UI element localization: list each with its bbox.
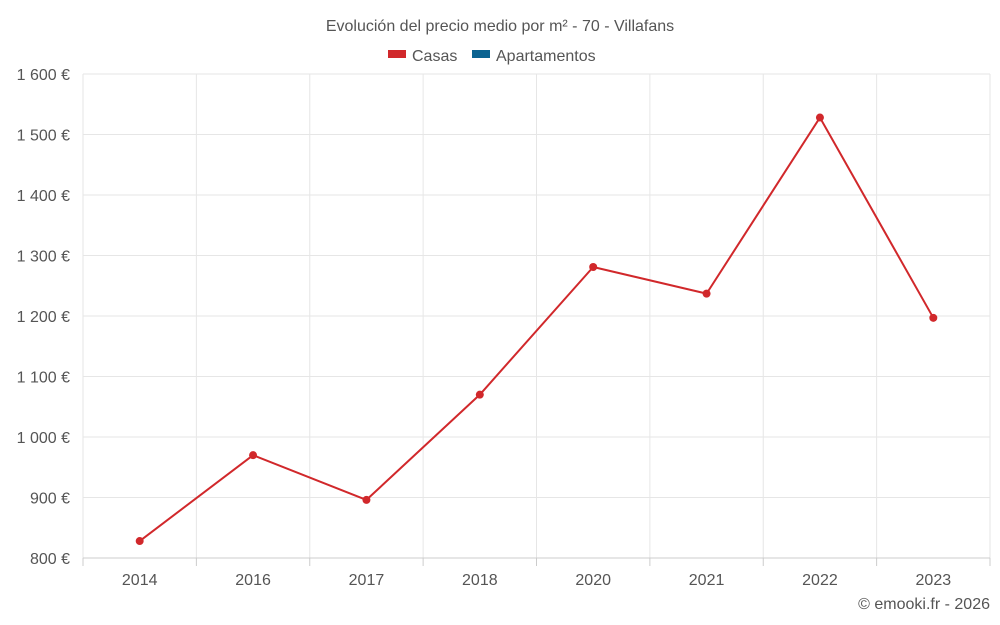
- data-point[interactable]: [475, 390, 484, 399]
- y-tick-label: 1 000 €: [17, 430, 70, 447]
- legend-swatch-apartamentos: [472, 50, 490, 58]
- y-tick-label: 1 500 €: [17, 128, 70, 145]
- data-point[interactable]: [929, 313, 938, 322]
- y-tick-label: 1 200 €: [17, 309, 70, 326]
- x-tick-label: 2021: [689, 572, 725, 589]
- data-point[interactable]: [249, 451, 258, 460]
- x-axis-ticks: 2014 2016 2017 2018 2020 2021 2022 2023: [122, 572, 951, 589]
- x-gridlines: [82, 74, 991, 566]
- y-tick-label: 900 €: [30, 491, 70, 508]
- legend-item-apartamentos[interactable]: Apartamentos: [472, 48, 596, 65]
- legend-swatch-casas: [388, 50, 406, 58]
- data-point[interactable]: [589, 262, 598, 271]
- legend: Casas Apartamentos: [388, 48, 596, 65]
- series-line-casas: [139, 116, 935, 542]
- x-tick-label: 2016: [235, 572, 271, 589]
- y-tick-label: 800 €: [30, 551, 70, 568]
- x-tick-label: 2022: [802, 572, 838, 589]
- x-tick-label: 2014: [122, 572, 158, 589]
- y-tick-label: 1 300 €: [17, 249, 70, 266]
- credit-text: © emooki.fr - 2026: [858, 596, 990, 613]
- data-point[interactable]: [815, 113, 824, 122]
- legend-label-apartamentos: Apartamentos: [496, 48, 596, 65]
- x-tick-label: 2020: [575, 572, 611, 589]
- y-tick-label: 1 100 €: [17, 370, 70, 387]
- x-tick-label: 2017: [349, 572, 385, 589]
- legend-item-casas[interactable]: Casas: [388, 48, 457, 65]
- legend-label-casas: Casas: [412, 48, 457, 65]
- x-tick-label: 2018: [462, 572, 498, 589]
- data-point[interactable]: [362, 495, 371, 504]
- y-tick-label: 1 600 €: [17, 67, 70, 84]
- x-tick-label: 2023: [916, 572, 952, 589]
- data-point[interactable]: [135, 537, 144, 546]
- data-point[interactable]: [702, 289, 711, 298]
- y-axis-ticks: 800 € 900 € 1 000 € 1 100 € 1 200 € 1 300 € 1 …: [17, 67, 70, 568]
- chart-title: Evolución del precio medio por m² - 70 -…: [326, 18, 674, 35]
- y-tick-label: 1 400 €: [17, 188, 70, 205]
- series-casas: [135, 113, 938, 546]
